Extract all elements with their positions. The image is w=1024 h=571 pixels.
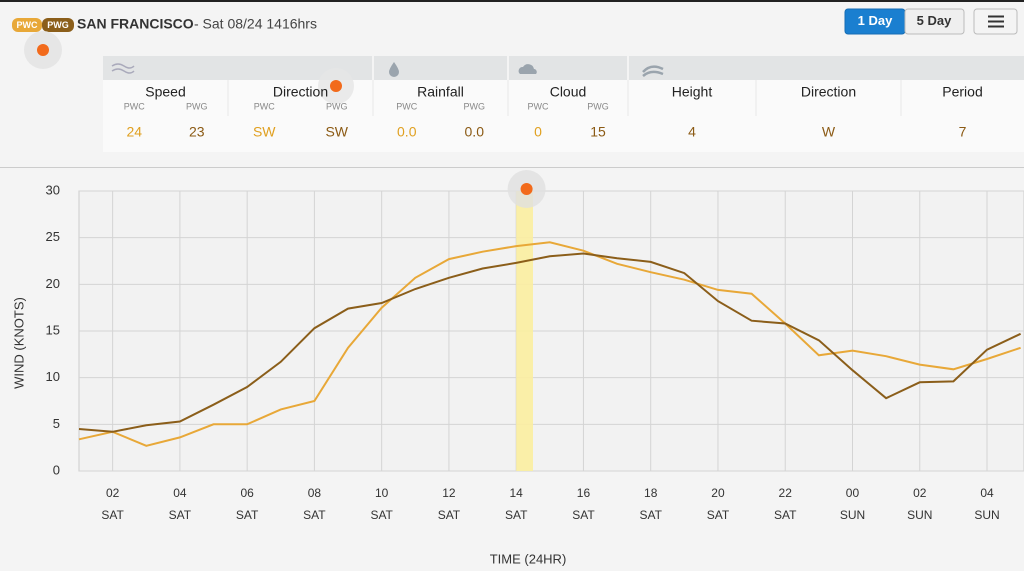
series-line [78, 241, 1021, 447]
sub-label: PWC [124, 101, 145, 111]
sub-label: PWG [587, 101, 609, 111]
column-title: Direction [273, 84, 328, 100]
x-tick-label: 22 [779, 486, 793, 500]
y-tick-label: 30 [46, 182, 60, 197]
wind-icon [111, 63, 135, 74]
y-tick-label: 10 [46, 369, 60, 384]
button-label: 1 Day [858, 13, 893, 28]
badge [42, 18, 74, 32]
x-tick-label: 02 [913, 486, 927, 500]
x-axis-title: TIME (24HR) [490, 551, 567, 566]
x-tick-day: SUN [974, 508, 999, 522]
x-tick-day: SAT [303, 508, 326, 522]
x-tick-day: SAT [572, 508, 595, 522]
x-tick-day: SAT [236, 508, 259, 522]
x-tick-day: SAT [639, 508, 662, 522]
badge-label: PWC [17, 20, 38, 30]
series-line [78, 252, 1022, 433]
top-border [0, 0, 1024, 2]
x-tick-day: SUN [907, 508, 932, 522]
y-tick-label: 15 [46, 322, 60, 337]
x-tick-day: SUN [840, 508, 865, 522]
cell-value: SW [325, 124, 348, 140]
cell-value: W [822, 124, 836, 140]
column-title: Speed [145, 84, 185, 100]
button-label: 5 Day [917, 13, 952, 28]
col-dividers [227, 80, 902, 116]
cell-value: 0 [534, 124, 542, 140]
sub-label: PWC [254, 101, 275, 111]
x-tick-day: SAT [505, 508, 528, 522]
button-5day[interactable] [904, 8, 965, 35]
y-tick-label: 25 [46, 229, 60, 244]
x-tick-label: 04 [173, 486, 187, 500]
y-tick-label: 5 [53, 416, 60, 431]
cell-value: 4 [688, 124, 696, 140]
x-tick-label: 06 [240, 486, 254, 500]
cell-value: 7 [959, 124, 967, 140]
sub-label: PWG [464, 101, 486, 111]
x-tick-label: 18 [644, 486, 658, 500]
cell-value: 0.0 [397, 124, 417, 140]
panel-border [0, 167, 1024, 168]
x-tick-label: 12 [442, 486, 456, 500]
x-tick-label: 08 [308, 486, 322, 500]
wave-icon [642, 65, 664, 77]
column-title: Direction [801, 84, 856, 100]
cell-value: 23 [189, 124, 205, 140]
x-tick-label: 16 [577, 486, 591, 500]
column-title: Period [942, 84, 982, 100]
x-tick-day: SAT [438, 508, 461, 522]
x-tick-label: 14 [510, 486, 524, 500]
group-dividers [372, 56, 629, 80]
timestamp: - Sat 08/24 1416hrs [194, 16, 317, 32]
x-tick-label: 02 [106, 486, 120, 500]
now-highlight [516, 191, 534, 471]
info-icon[interactable] [520, 183, 533, 195]
cell-value: SW [253, 124, 276, 140]
sub-label: PWG [326, 101, 348, 111]
cell-value: 15 [590, 124, 606, 140]
y-axis-title: WIND (KNOTS) [11, 297, 26, 389]
location: SAN FRANCISCO [77, 16, 194, 32]
column-title: Cloud [550, 84, 587, 100]
y-tick-label: 0 [53, 462, 60, 477]
info-icon[interactable] [37, 44, 49, 56]
y-tick-label: 20 [46, 276, 60, 291]
conditions-table [103, 80, 1024, 152]
info-icon[interactable] [330, 80, 342, 92]
x-tick-day: SAT [774, 508, 797, 522]
sub-label: PWC [396, 101, 417, 111]
badge [12, 18, 42, 32]
column-title: Rainfall [417, 84, 464, 100]
menu-icon [988, 15, 1004, 28]
rain-icon [389, 62, 399, 77]
x-tick-label: 20 [711, 486, 725, 500]
cell-value: 0.0 [465, 124, 485, 140]
x-tick-label: 10 [375, 486, 389, 500]
cloud-icon [518, 64, 537, 74]
x-tick-day: SAT [101, 508, 124, 522]
sub-label: PWG [186, 101, 208, 111]
x-tick-label: 04 [980, 486, 994, 500]
x-tick-day: SAT [169, 508, 192, 522]
badge-label: PWG [47, 20, 69, 30]
sub-label: PWC [528, 101, 549, 111]
x-tick-day: SAT [370, 508, 393, 522]
x-tick-day: SAT [707, 508, 730, 522]
x-tick-label: 00 [846, 486, 860, 500]
column-title: Height [672, 84, 713, 100]
cell-value: 24 [126, 124, 142, 140]
icon-row [103, 56, 1024, 80]
